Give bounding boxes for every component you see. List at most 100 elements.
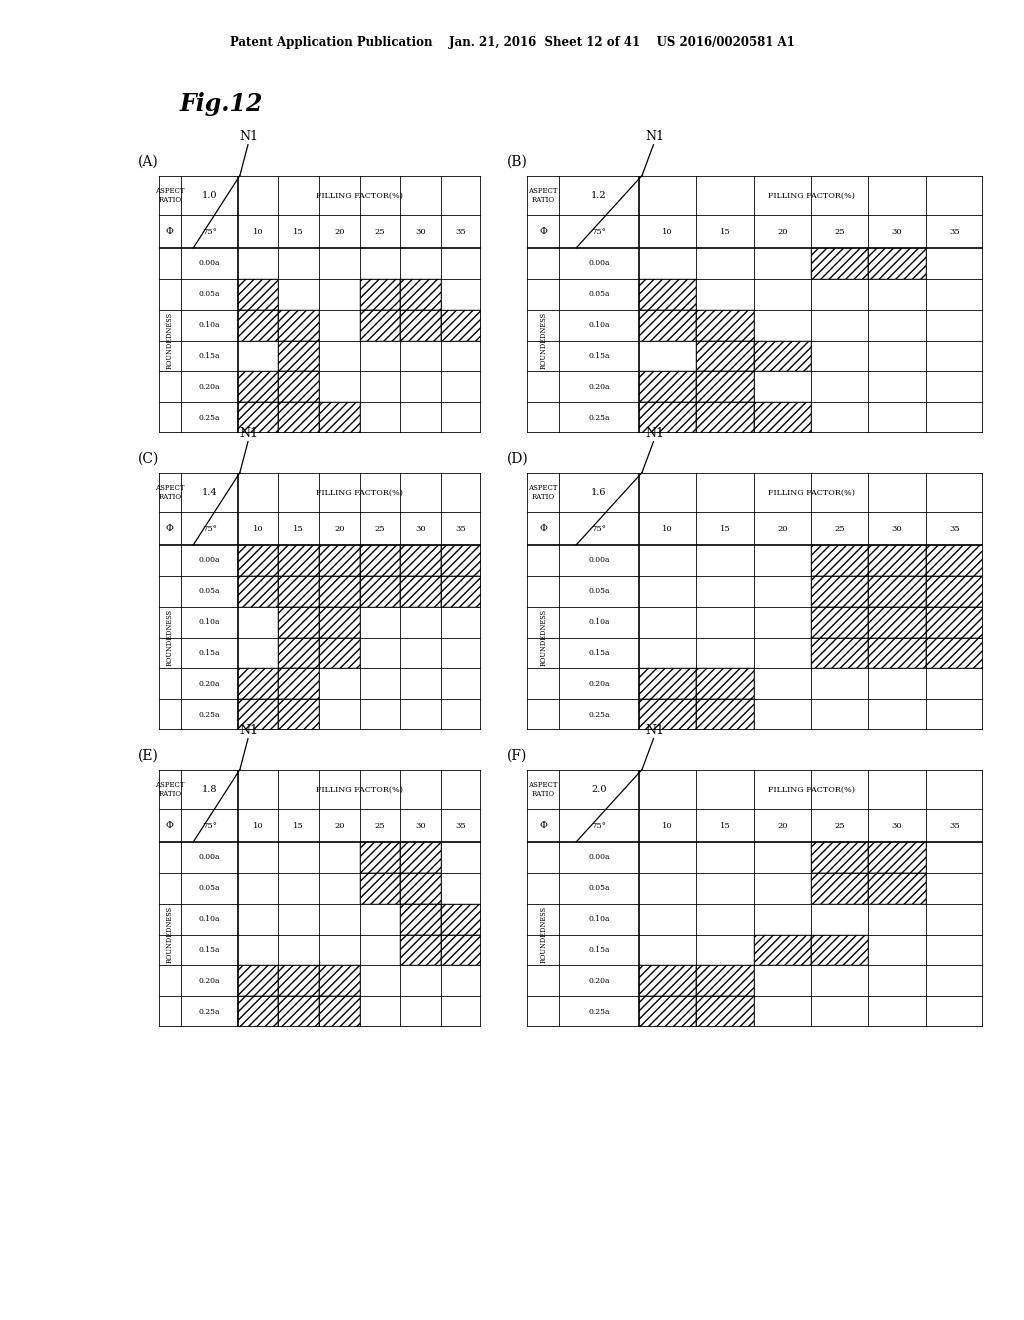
Text: (F): (F)	[507, 748, 527, 763]
Bar	[639, 371, 696, 403]
Bar	[754, 935, 811, 965]
Text: 0.05a: 0.05a	[199, 587, 220, 595]
Text: (E): (E)	[138, 748, 159, 763]
Bar	[319, 403, 359, 433]
Text: 75°: 75°	[202, 525, 217, 533]
Bar	[319, 607, 359, 638]
Text: 0.10a: 0.10a	[199, 618, 220, 626]
Text: 10: 10	[663, 822, 673, 830]
Text: ROUNDEDNESS: ROUNDEDNESS	[539, 906, 547, 964]
Bar	[696, 668, 754, 700]
Bar	[279, 403, 319, 433]
Text: 35: 35	[456, 822, 466, 830]
Text: Φ: Φ	[166, 524, 174, 533]
Bar	[696, 371, 754, 403]
Text: 0.05a: 0.05a	[588, 587, 609, 595]
Text: 30: 30	[892, 228, 902, 236]
Text: (D): (D)	[507, 451, 528, 466]
Bar	[359, 310, 400, 341]
Text: 0.10a: 0.10a	[588, 915, 609, 923]
Text: Φ: Φ	[540, 821, 547, 830]
Text: 0.15a: 0.15a	[588, 946, 609, 954]
Text: N1: N1	[645, 723, 665, 737]
Text: 15: 15	[293, 525, 304, 533]
Text: ROUNDEDNESS: ROUNDEDNESS	[166, 312, 174, 370]
Text: 15: 15	[720, 228, 730, 236]
Text: 20: 20	[777, 228, 787, 236]
Bar	[359, 873, 400, 904]
Bar	[811, 607, 868, 638]
Bar	[696, 700, 754, 730]
Bar	[639, 403, 696, 433]
Text: 30: 30	[892, 525, 902, 533]
Text: 0.25a: 0.25a	[588, 413, 609, 421]
Text: 20: 20	[777, 525, 787, 533]
Text: 75°: 75°	[592, 822, 606, 830]
Text: 1.2: 1.2	[591, 191, 607, 201]
Bar	[639, 279, 696, 310]
Text: (A): (A)	[138, 154, 159, 169]
Text: 0.00a: 0.00a	[588, 260, 609, 268]
Text: 35: 35	[949, 228, 959, 236]
Bar	[400, 842, 440, 873]
Text: Φ: Φ	[166, 821, 174, 830]
Text: 25: 25	[835, 525, 845, 533]
Text: 1.6: 1.6	[591, 488, 607, 498]
Bar	[440, 576, 481, 607]
Text: N1: N1	[240, 426, 258, 440]
Bar	[868, 576, 926, 607]
Text: ASPECT
RATIO: ASPECT RATIO	[528, 187, 558, 205]
Text: 15: 15	[293, 228, 304, 236]
Text: Φ: Φ	[166, 227, 174, 236]
Text: 0.00a: 0.00a	[199, 260, 220, 268]
Text: 35: 35	[949, 822, 959, 830]
Bar	[238, 545, 279, 576]
Bar	[400, 873, 440, 904]
Text: 0.00a: 0.00a	[199, 854, 220, 862]
Bar	[279, 638, 319, 668]
Bar	[359, 842, 400, 873]
Text: Patent Application Publication    Jan. 21, 2016  Sheet 12 of 41    US 2016/00205: Patent Application Publication Jan. 21, …	[229, 36, 795, 49]
Bar	[868, 873, 926, 904]
Bar	[811, 248, 868, 279]
Text: FILLING FACTOR(%): FILLING FACTOR(%)	[316, 191, 403, 199]
Text: 0.20a: 0.20a	[588, 977, 609, 985]
Text: N1: N1	[645, 129, 665, 143]
Text: 1.8: 1.8	[202, 785, 217, 795]
Bar	[696, 965, 754, 997]
Text: 0.15a: 0.15a	[588, 649, 609, 657]
Text: 0.00a: 0.00a	[588, 557, 609, 565]
Text: 10: 10	[663, 525, 673, 533]
Text: ROUNDEDNESS: ROUNDEDNESS	[166, 906, 174, 964]
Bar	[639, 700, 696, 730]
Bar	[440, 904, 481, 935]
Text: 0.20a: 0.20a	[588, 383, 609, 391]
Text: 30: 30	[415, 822, 426, 830]
Text: 0.25a: 0.25a	[588, 1007, 609, 1015]
Text: N1: N1	[240, 723, 258, 737]
Text: 0.05a: 0.05a	[199, 290, 220, 298]
Text: 10: 10	[253, 525, 263, 533]
Bar	[868, 248, 926, 279]
Bar	[754, 341, 811, 371]
Bar	[639, 965, 696, 997]
Text: 35: 35	[456, 228, 466, 236]
Text: 75°: 75°	[592, 228, 606, 236]
Bar	[238, 576, 279, 607]
Text: 0.25a: 0.25a	[199, 710, 220, 718]
Bar	[440, 935, 481, 965]
Text: Fig.12: Fig.12	[179, 92, 263, 116]
Text: 20: 20	[334, 525, 344, 533]
Text: 25: 25	[835, 228, 845, 236]
Text: N1: N1	[645, 426, 665, 440]
Text: ASPECT
RATIO: ASPECT RATIO	[155, 187, 184, 205]
Text: 0.25a: 0.25a	[588, 710, 609, 718]
Bar	[279, 341, 319, 371]
Text: N1: N1	[240, 129, 258, 143]
Bar	[811, 935, 868, 965]
Text: 10: 10	[253, 822, 263, 830]
Text: ASPECT
RATIO: ASPECT RATIO	[528, 484, 558, 502]
Text: 25: 25	[375, 228, 385, 236]
Text: 0.00a: 0.00a	[588, 854, 609, 862]
Text: (C): (C)	[138, 451, 160, 466]
